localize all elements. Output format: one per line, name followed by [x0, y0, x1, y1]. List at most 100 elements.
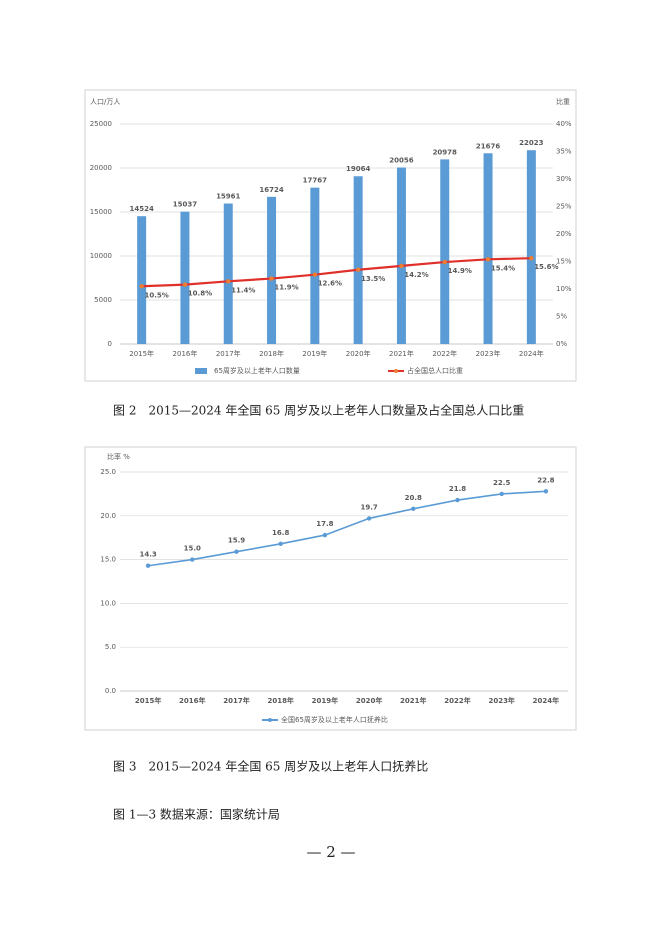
x-tick-label: 2020年 [356, 696, 382, 705]
line-marker [139, 284, 144, 289]
source-note: 图 1—3 数据来源：国家统计局 [113, 807, 280, 822]
data-label: 11.4% [231, 286, 255, 294]
y-tick-label: 20000 [90, 164, 112, 172]
y-tick-label: 25000 [90, 120, 112, 128]
x-tick-label: 2022年 [444, 696, 470, 705]
y2-tick-label: 30% [556, 175, 572, 183]
bar-value-label: 14524 [129, 205, 153, 213]
x-tick-label: 2016年 [173, 349, 198, 358]
x-tick-label: 2023年 [476, 349, 501, 358]
bar [353, 176, 363, 344]
y-tick-label: 5000 [94, 296, 112, 304]
data-label: 14.9% [448, 267, 472, 275]
caption: 图 2 2015—2024 年全国 65 周岁及以上老年人口数量及占全国总人口比… [113, 403, 524, 418]
x-tick-label: 2017年 [216, 349, 241, 358]
data-label: 19.7 [360, 503, 377, 511]
data-label: 16.8 [272, 529, 289, 537]
y-axis-label: 比率 % [107, 452, 130, 461]
line [141, 257, 532, 288]
bar [526, 150, 536, 344]
legend-marker [268, 718, 272, 722]
line-marker [529, 256, 534, 261]
data-label: 13.5% [361, 275, 385, 283]
line-marker [145, 563, 151, 568]
line [147, 490, 546, 567]
bar [440, 159, 450, 344]
bar [137, 216, 147, 344]
y-tick-label: 25.0 [100, 468, 116, 476]
line-marker [226, 279, 231, 284]
line-marker [399, 263, 404, 269]
y2-tick-label: 15% [556, 258, 572, 266]
bar [483, 153, 493, 344]
data-label: 22.5 [493, 479, 510, 487]
y-tick-label: 15.0 [100, 556, 116, 564]
x-tick-label: 2020年 [346, 349, 371, 358]
line-marker [355, 267, 361, 272]
bar [396, 167, 406, 344]
y2-tick-label: 40% [556, 120, 572, 128]
legend-label: 占全国总人口比重 [407, 366, 463, 375]
legend-swatch [195, 368, 207, 374]
line-marker [182, 282, 188, 287]
y2-tick-label: 0% [556, 340, 567, 348]
x-tick-label: 2015年 [135, 696, 161, 705]
data-label: 21.8 [449, 485, 466, 493]
x-tick-label: 2024年 [519, 349, 544, 358]
data-label: 17.8 [316, 520, 333, 528]
data-label: 20.8 [405, 494, 422, 502]
data-label: 15.6% [534, 263, 558, 271]
bar [180, 211, 190, 344]
x-tick-label: 2018年 [267, 696, 293, 705]
bar-value-label: 15037 [173, 201, 197, 209]
line-marker [543, 489, 549, 494]
bar-value-label: 15961 [216, 193, 240, 201]
bar-value-label: 17767 [303, 177, 327, 185]
line-marker [234, 549, 239, 554]
y2-axis-label: 比重 [556, 97, 570, 106]
line-marker [269, 276, 274, 281]
line-marker [312, 272, 318, 277]
line-marker [190, 557, 195, 562]
bar-value-label: 21676 [476, 142, 500, 150]
bar [310, 187, 320, 344]
x-tick-label: 2019年 [312, 696, 338, 705]
legend-label: 全国65周岁及以上老年人口抚养比 [281, 715, 388, 724]
y-tick-label: 10000 [90, 252, 112, 260]
data-label: 14.3 [139, 551, 156, 559]
bar-value-label: 20978 [433, 148, 457, 156]
y-tick-label: 10.0 [100, 599, 116, 607]
data-label: 11.9% [274, 284, 298, 292]
bar-value-label: 20056 [389, 157, 413, 165]
x-tick-label: 2016年 [179, 696, 205, 705]
caption: 图 3 2015—2024 年全国 65 周岁及以上老年人口抚养比 [113, 759, 428, 774]
x-tick-label: 2017年 [223, 696, 249, 705]
line-marker [366, 516, 372, 521]
chart-frame [84, 89, 577, 382]
data-label: 10.8% [188, 290, 212, 298]
y-tick-label: 15000 [90, 208, 112, 216]
y2-tick-label: 20% [556, 230, 572, 238]
data-label: 15.0 [184, 545, 201, 553]
x-tick-label: 2021年 [400, 696, 426, 705]
line-marker [442, 259, 447, 265]
line-marker [278, 541, 283, 547]
x-tick-label: 2015年 [129, 349, 154, 358]
x-tick-label: 2021年 [389, 349, 414, 358]
x-tick-label: 2024年 [533, 696, 559, 705]
bar-value-label: 19064 [346, 165, 370, 173]
y-tick-label: 0 [108, 340, 112, 348]
line-marker [411, 506, 416, 511]
data-label: 10.5% [145, 291, 169, 299]
bar-value-label: 22023 [519, 139, 543, 147]
page-number: — 2 — [306, 843, 355, 861]
bar [223, 203, 233, 344]
y2-tick-label: 35% [556, 148, 572, 156]
chart-frame [84, 446, 577, 731]
line-marker [455, 497, 460, 503]
x-tick-label: 2019年 [302, 349, 327, 358]
data-label: 12.6% [318, 280, 342, 288]
x-tick-label: 2018年 [259, 349, 284, 358]
y-tick-label: 0.0 [105, 687, 116, 695]
